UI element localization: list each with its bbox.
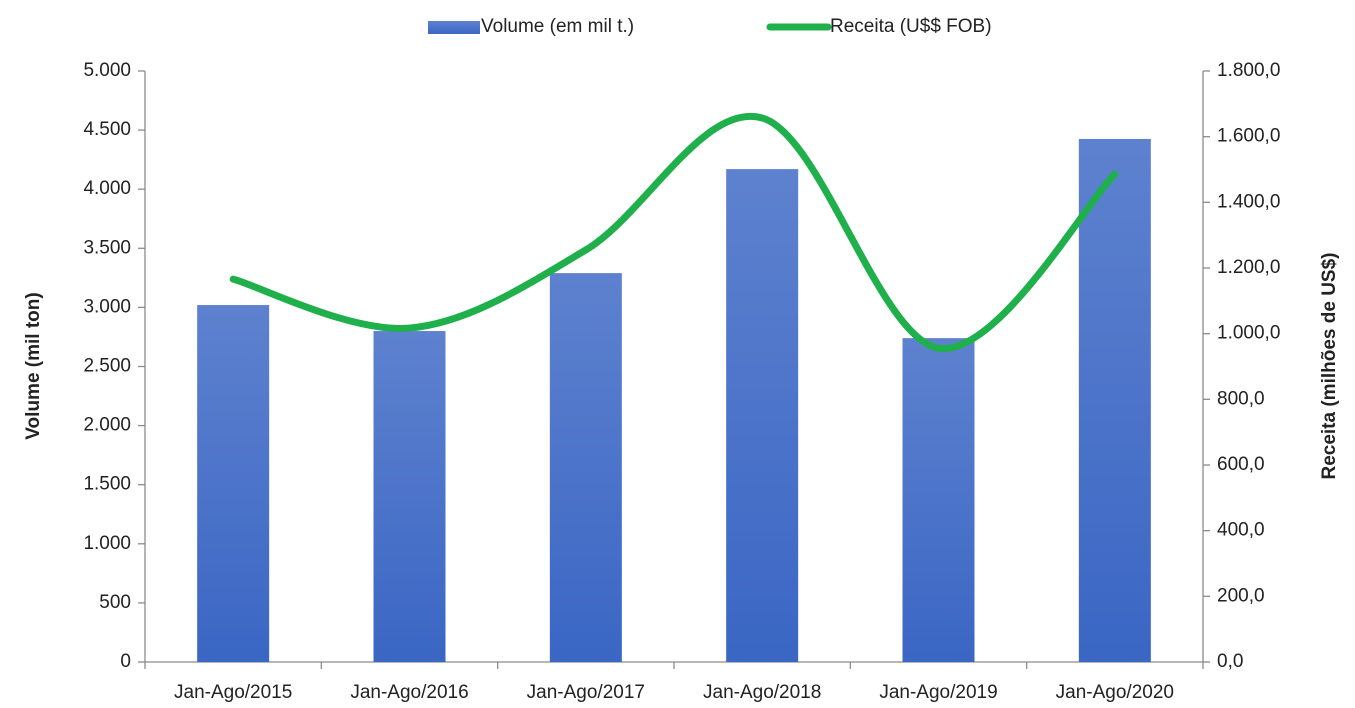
y-tick-label: 2.500 <box>83 356 131 377</box>
y-tick-label: 3.500 <box>83 237 131 258</box>
x-tick-label: Jan-Ago/2015 <box>174 682 292 703</box>
bar <box>902 338 975 662</box>
bar <box>197 305 270 662</box>
y-tick-label: 3.000 <box>83 296 131 317</box>
y-tick-label: 5.000 <box>83 60 131 81</box>
y2-tick-label: 1.600,0 <box>1217 126 1280 147</box>
x-tick-label: Jan-Ago/2019 <box>879 682 997 703</box>
y2-tick-label: 0,0 <box>1217 651 1243 672</box>
x-tick-label: Jan-Ago/2020 <box>1056 682 1174 703</box>
bar <box>726 169 799 662</box>
y2-tick-label: 1.200,0 <box>1217 257 1280 278</box>
y2-tick-label: 800,0 <box>1217 388 1265 409</box>
y-axis-title: Volume (mil ton) <box>23 292 44 439</box>
bar <box>373 331 446 662</box>
legend-label: Volume (em mil t.) <box>481 16 634 37</box>
y-tick-label: 4.500 <box>83 119 131 140</box>
bar <box>549 273 622 662</box>
y-tick-label: 0 <box>120 651 131 672</box>
y2-tick-label: 400,0 <box>1217 520 1265 541</box>
bar <box>1078 138 1151 663</box>
legend-swatch <box>428 21 480 34</box>
y-tick-label: 4.000 <box>83 178 131 199</box>
y2-axis-title: Receita (milhões de US$) <box>1319 252 1340 479</box>
y2-tick-label: 200,0 <box>1217 585 1265 606</box>
y-tick-label: 1.000 <box>83 533 131 554</box>
y2-tick-label: 600,0 <box>1217 454 1265 475</box>
x-tick-label: Jan-Ago/2018 <box>703 682 821 703</box>
line <box>229 112 1119 352</box>
y2-tick-label: 1.400,0 <box>1217 191 1280 212</box>
x-tick-label: Jan-Ago/2017 <box>527 682 645 703</box>
y-tick-label: 2.000 <box>83 415 131 436</box>
y2-tick-label: 1.000,0 <box>1217 323 1280 344</box>
y-tick-label: 1.500 <box>83 474 131 495</box>
x-tick-label: Jan-Ago/2016 <box>350 682 468 703</box>
y-tick-label: 500 <box>99 592 131 613</box>
y2-tick-label: 1.800,0 <box>1217 60 1280 81</box>
legend-label: Receita (U$$ FOB) <box>830 16 992 37</box>
